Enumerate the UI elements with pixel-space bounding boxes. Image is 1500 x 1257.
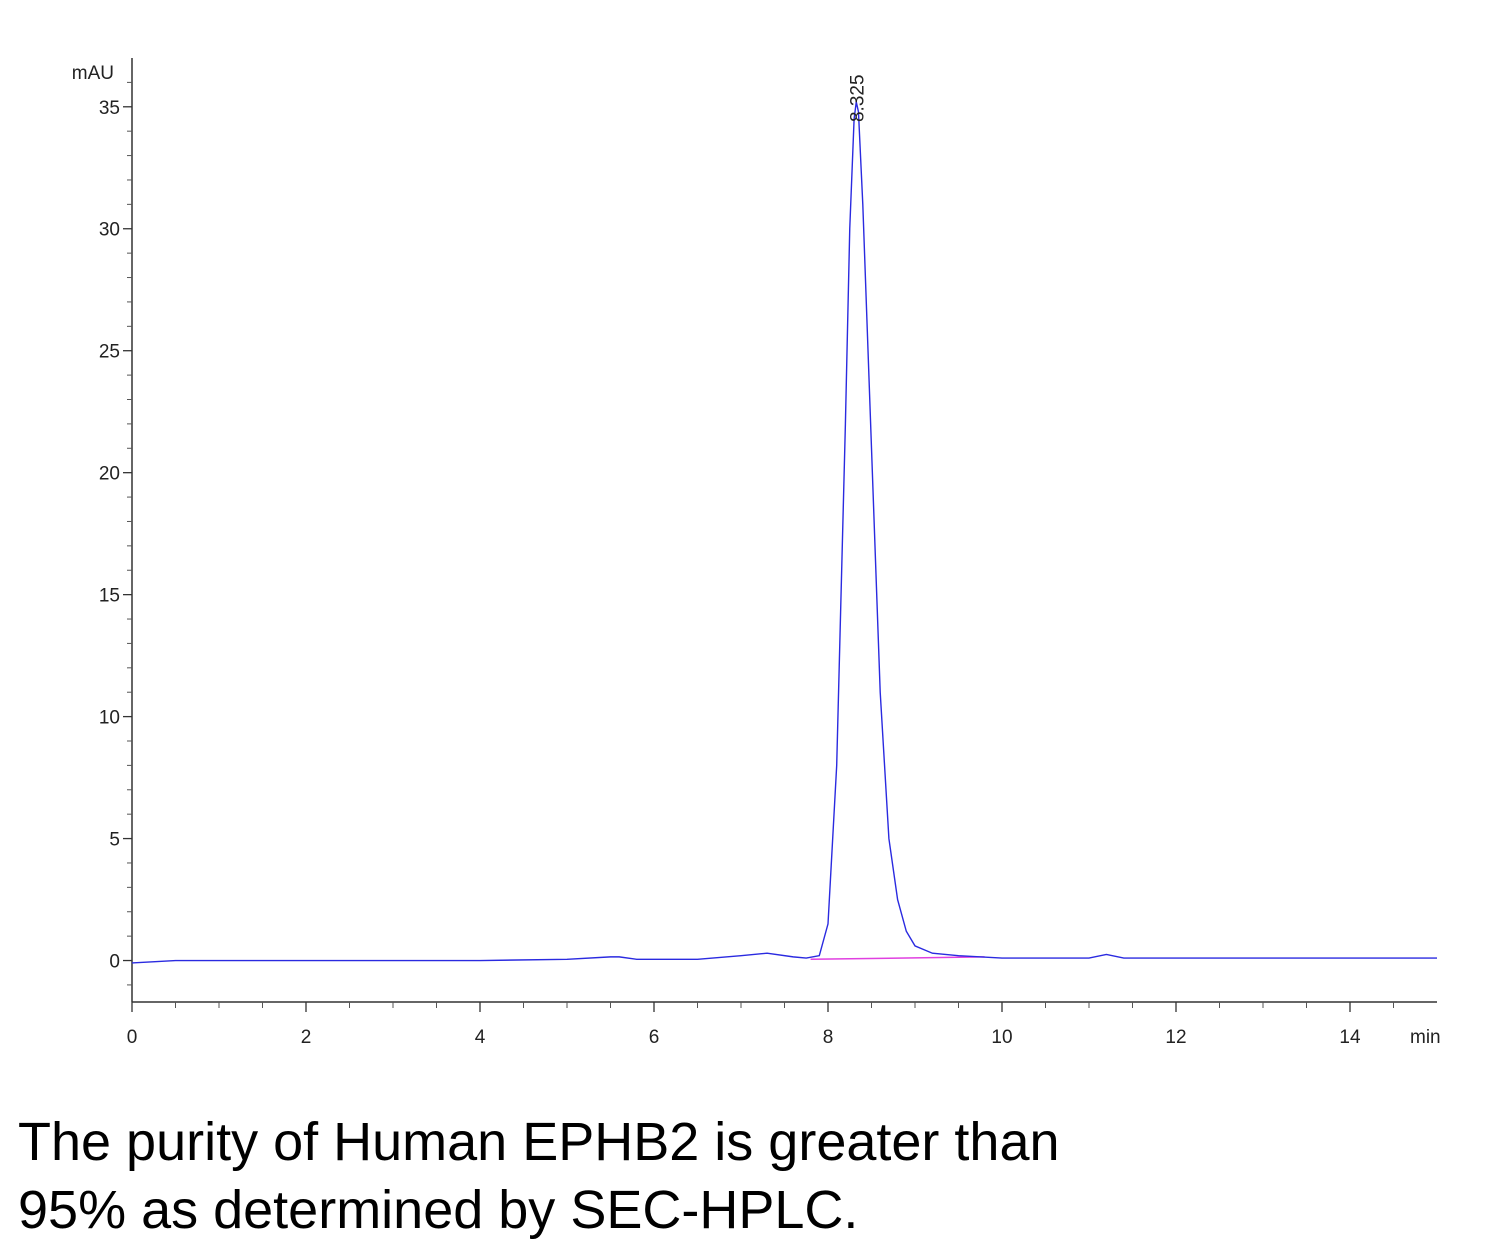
y-tick-label: 35 [99,98,120,119]
baseline [810,956,985,961]
x-tick-label: 10 [991,1027,1012,1048]
y-tick-label: 0 [109,952,120,973]
x-tick-label: 8 [823,1027,834,1048]
x-tick-label: 14 [1339,1027,1361,1048]
caption-line: 95% as determined by SEC-HPLC. [18,1180,858,1240]
caption-line: The purity of Human EPHB2 is greater tha… [18,1112,1060,1172]
y-tick-label: 30 [99,220,120,241]
trace [131,101,1437,964]
x-tick-label: 6 [649,1027,660,1048]
y-tick-label: 25 [99,342,120,363]
y-axis-label: mAU [72,63,114,84]
x-axis-label: min [1410,1027,1441,1048]
y-tick-label: 20 [99,464,120,485]
peak-label: 8.325 [847,74,868,122]
y-tick-label: 10 [99,708,120,729]
y-tick-label: 15 [99,586,120,607]
x-tick-label: 4 [475,1027,486,1048]
x-tick-label: 12 [1165,1027,1186,1048]
x-tick-label: 2 [301,1027,312,1048]
x-tick-label: 0 [127,1027,138,1048]
y-tick-label: 5 [109,830,120,851]
